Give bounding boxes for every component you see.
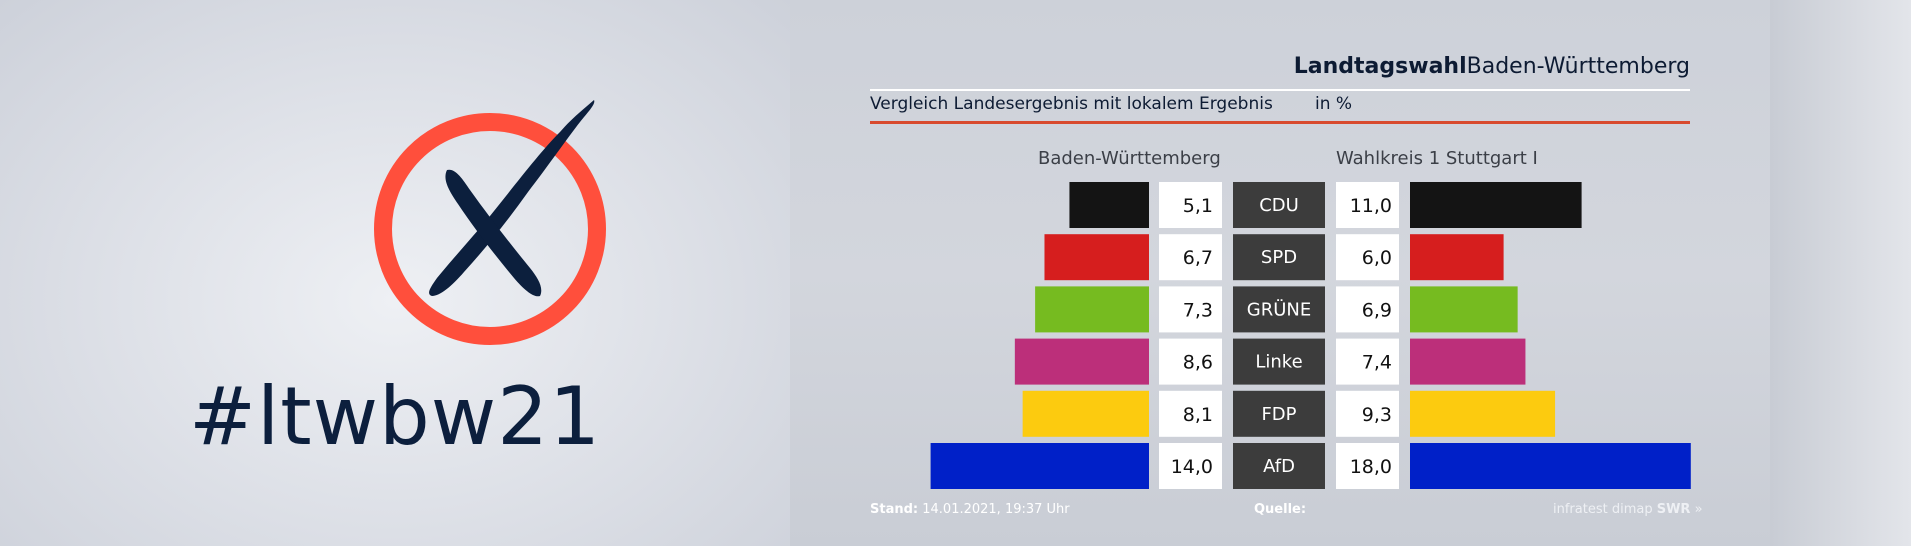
value-label-district-afd: 18,0 [1350,456,1392,478]
party-box [1233,182,1325,228]
value-label-state-afd: 14,0 [1171,456,1213,478]
value-box-district [1336,338,1399,385]
bar-district-linke [1410,338,1526,385]
value-box-district [1336,182,1399,228]
unit-label: in % [1315,94,1353,114]
series-label-district: Wahlkreis 1 Stuttgart I [1336,148,1538,169]
bar-district-afd [1410,443,1691,489]
bar-state-cdu [1069,182,1149,228]
bar-district-spd [1410,234,1504,281]
value-box-district [1336,234,1399,281]
cross-mark-icon [429,100,595,297]
party-label-afd: AfD [1263,456,1295,477]
party-label-linke: Linke [1255,352,1302,373]
party-label-spd: SPD [1261,247,1297,268]
subtitle-divider [870,121,1690,124]
value-label-district-spd: 6,0 [1362,247,1392,269]
party-box [1233,443,1325,489]
value-box-state [1159,182,1222,228]
value-box-district [1336,286,1399,333]
title-bold: Landtagswahl [1293,54,1467,79]
hashtag-text: #ltwbw21 [188,370,602,463]
footer-stand: Stand: 14.01.2021, 19:37 Uhr [870,502,1070,517]
party-label-fdp: FDP [1261,404,1296,425]
logo-ring-icon [374,113,606,345]
value-label-state-grüne: 7,3 [1183,299,1213,321]
title-regular: Baden-Württemberg [1466,54,1690,79]
value-box-district [1336,390,1399,437]
party-label-cdu: CDU [1259,195,1299,216]
series-label-state: Baden-Württemberg [1038,148,1221,169]
value-label-state-cdu: 5,1 [1183,195,1213,217]
bar-state-linke [1014,338,1149,385]
value-box-state [1159,443,1222,489]
party-box [1233,234,1325,281]
value-box-state [1159,338,1222,385]
footer-quelle: Quelle: [1254,502,1306,517]
value-label-district-cdu: 11,0 [1350,195,1392,217]
chevron-right-icon: » [1694,502,1703,517]
party-box [1233,390,1325,437]
bar-state-afd [930,443,1149,489]
bar-district-grüne [1410,286,1518,333]
value-box-state [1159,390,1222,437]
party-box [1233,338,1325,385]
bar-district-fdp [1410,390,1556,437]
right-edge-background [1770,0,1911,546]
value-label-district-grüne: 6,9 [1362,299,1392,321]
chart-title: LandtagswahlBaden-Württemberg [870,54,1690,84]
party-box [1233,286,1325,333]
stand-value: 14.01.2021, 19:37 Uhr [922,502,1070,517]
bar-state-spd [1044,234,1149,281]
footer-source: infratest dimap SWR » [1553,502,1703,517]
brand-name: SWR [1656,502,1691,517]
bar-district-cdu [1410,182,1582,228]
quelle-label: Quelle: [1254,502,1307,517]
party-label-grüne: GRÜNE [1247,298,1311,320]
vote-cross-logo [374,100,606,345]
value-box-state [1159,286,1222,333]
value-label-state-fdp: 8,1 [1183,404,1213,426]
value-label-state-linke: 8,6 [1183,352,1213,374]
bar-state-fdp [1022,390,1149,437]
value-label-district-linke: 7,4 [1362,352,1392,374]
stand-label: Stand: [870,502,919,517]
chart-subtitle: Vergleich Landesergebnis mit lokalem Erg… [870,94,1273,114]
value-box-state [1159,234,1222,281]
value-box-district [1336,443,1399,489]
value-label-district-fdp: 9,3 [1362,404,1392,426]
bar-state-grüne [1035,286,1149,333]
logo-panel: #ltwbw21 [0,0,790,546]
value-label-state-spd: 6,7 [1183,247,1213,269]
title-divider [870,89,1690,91]
source-name: infratest dimap [1553,502,1653,517]
